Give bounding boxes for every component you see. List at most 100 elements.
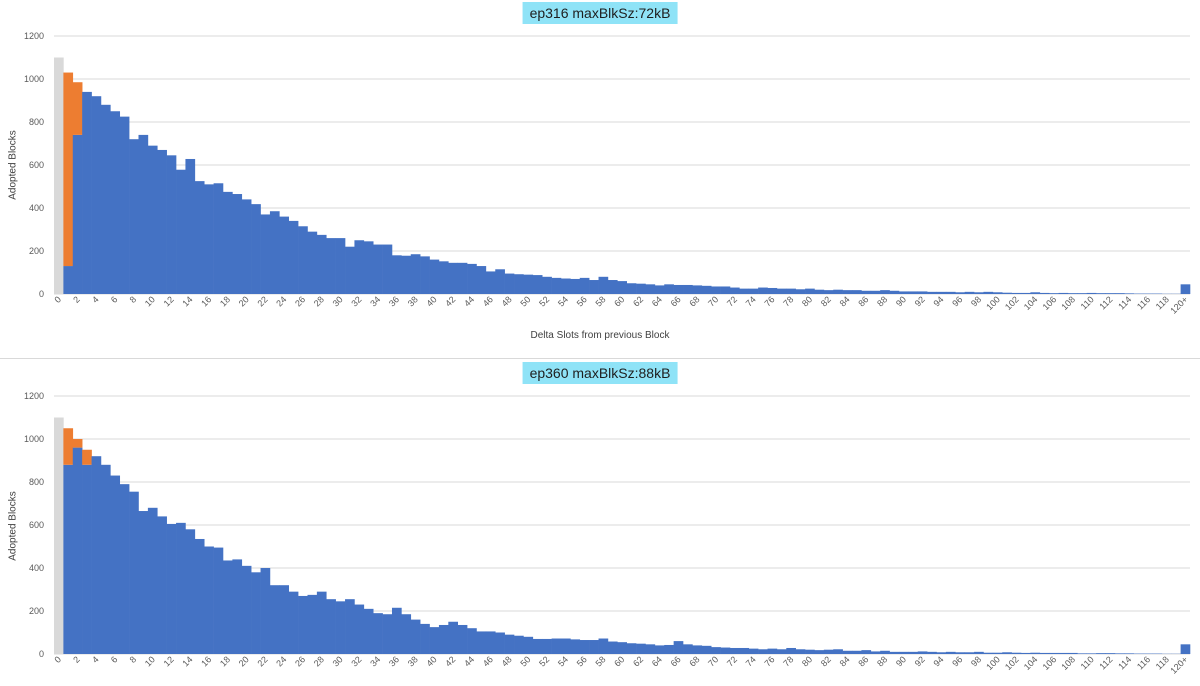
bar	[176, 523, 186, 654]
bar	[336, 601, 346, 654]
bar	[871, 291, 881, 294]
bar	[937, 292, 947, 294]
x-tick-label: 100	[984, 654, 1002, 672]
bar	[486, 271, 496, 294]
bar	[129, 139, 139, 294]
x-tick-label: 34	[368, 294, 382, 308]
x-tick-label: 78	[781, 294, 795, 308]
bar	[796, 289, 806, 294]
x-tick-label: 48	[500, 294, 514, 308]
x-tick-label: 112	[1097, 294, 1114, 311]
bar	[373, 245, 383, 294]
bar	[63, 266, 73, 294]
bar	[937, 652, 947, 654]
x-tick-label: 6	[109, 654, 120, 665]
bar	[890, 291, 900, 294]
bar	[927, 652, 937, 654]
bar	[1115, 653, 1125, 654]
bar	[345, 247, 355, 294]
bar	[261, 568, 271, 654]
x-tick-label: 82	[819, 654, 833, 668]
y-tick-label: 800	[29, 477, 44, 487]
bar	[430, 627, 440, 654]
bar	[204, 547, 214, 655]
y-tick-label: 400	[29, 203, 44, 213]
bar	[880, 651, 890, 654]
bar	[495, 269, 505, 294]
y-axis-label: Adopted Blocks	[8, 130, 19, 200]
x-tick-label: 42	[443, 654, 457, 668]
x-tick-label: 114	[1116, 294, 1133, 311]
x-tick-label: 114	[1116, 654, 1133, 671]
bar	[120, 117, 130, 294]
bar	[739, 648, 749, 654]
bar	[674, 285, 684, 294]
x-tick-label: 60	[612, 294, 626, 308]
x-tick-label: 20	[237, 654, 251, 668]
x-tick-label: 88	[875, 654, 889, 668]
bar	[364, 609, 374, 654]
bar	[383, 245, 393, 294]
x-tick-label: 30	[331, 294, 345, 308]
bar	[655, 285, 665, 294]
bar	[636, 284, 646, 294]
x-tick-label: 120+	[1168, 654, 1189, 675]
x-tick-label: 26	[293, 294, 307, 308]
bar	[552, 278, 562, 294]
bar	[157, 516, 167, 654]
x-tick-label: 52	[537, 654, 551, 668]
bar	[1040, 293, 1050, 294]
bar	[232, 559, 242, 654]
bar	[852, 290, 862, 294]
bar	[270, 211, 280, 294]
bar	[561, 639, 571, 654]
y-tick-label: 1200	[24, 391, 44, 401]
bar	[617, 642, 627, 654]
bar	[505, 274, 515, 294]
bar	[674, 641, 684, 654]
bar	[758, 649, 768, 654]
bar	[1115, 293, 1125, 294]
bar	[768, 288, 778, 294]
y-tick-label: 1000	[24, 434, 44, 444]
y-tick-label: 0	[39, 289, 44, 299]
x-tick-label: 116	[1135, 654, 1152, 671]
x-tick-label: 70	[706, 654, 720, 668]
x-tick-label: 84	[838, 654, 852, 668]
bar	[467, 264, 477, 294]
x-tick-label: 98	[969, 294, 983, 308]
x-tick-label: 74	[744, 654, 758, 668]
bar	[833, 290, 843, 294]
bar	[101, 105, 111, 294]
bar	[523, 637, 533, 654]
bar	[702, 646, 712, 654]
bar	[195, 181, 205, 294]
bar	[373, 613, 383, 654]
x-tick-label: 18	[218, 294, 232, 308]
bar	[185, 529, 195, 654]
bar	[965, 652, 975, 654]
x-tick-label: 6	[109, 294, 120, 305]
x-tick-label: 108	[1059, 654, 1077, 672]
bar	[336, 238, 346, 294]
x-tick-label: 16	[199, 294, 213, 308]
bar	[814, 650, 824, 654]
bar	[777, 289, 787, 294]
bar	[411, 254, 421, 294]
bar	[317, 235, 327, 294]
bar	[899, 652, 909, 654]
bar	[974, 292, 984, 294]
x-tick-label: 58	[593, 294, 607, 308]
bar	[749, 649, 759, 654]
x-tick-label: 8	[128, 654, 139, 665]
bar	[251, 572, 261, 654]
bar	[120, 484, 130, 654]
x-tick-label: 28	[312, 654, 326, 668]
bar	[692, 285, 702, 294]
bar	[664, 284, 674, 294]
bar	[430, 260, 440, 294]
x-tick-label: 68	[687, 294, 701, 308]
bar	[542, 277, 552, 294]
x-tick-label: 50	[518, 654, 532, 668]
